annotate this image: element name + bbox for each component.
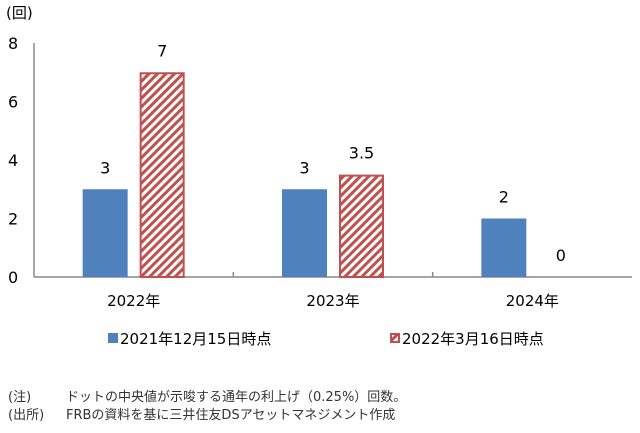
data-label: 3 (100, 158, 110, 177)
footnote: (注) ドットの中央値が示唆する通年の利上げ（0.25%）回数。 (8, 386, 406, 405)
bar-chart: (回) 0 2 4 6 8 2022年 2023年 2024年 3 3 2 7 3.5 0 2021年1… (6, 4, 632, 348)
bar-series-2 (339, 174, 384, 278)
footnote-text: ドットの中央値が示唆する通年の利上げ（0.25%）回数。 (66, 390, 407, 405)
y-tick-label: 6 (8, 93, 18, 112)
x-tick-label: 2023年 (306, 292, 359, 310)
bar-series-2 (139, 72, 185, 278)
data-label: 7 (157, 41, 167, 60)
data-label: 3.5 (349, 144, 374, 163)
legend-swatch (108, 333, 118, 343)
bar-series-1 (82, 189, 128, 277)
y-tick-label: 0 (8, 268, 18, 287)
footnote-label: (注) (8, 390, 32, 405)
legend-swatch (390, 333, 400, 343)
y-unit-label: (回) (6, 4, 33, 22)
y-tick-label: 4 (8, 151, 18, 170)
y-tick-label: 8 (8, 34, 18, 53)
bar-series-1 (282, 189, 327, 277)
data-label: 2 (499, 188, 509, 207)
data-label: 0 (556, 246, 566, 265)
bar-series-1 (481, 218, 527, 277)
y-tick-label: 2 (8, 210, 18, 229)
source-note: (出所) FRBの資料を基に三井住友DSアセットマネジメント作成 (8, 404, 395, 423)
x-tick-label: 2024年 (506, 292, 559, 310)
source-label: (出所) (8, 408, 45, 423)
legend-label: 2022年3月16日時点 (402, 330, 544, 348)
source-text: FRBの資料を基に三井住友DSアセットマネジメント作成 (66, 408, 396, 423)
x-tick-label: 2022年 (107, 292, 160, 310)
legend-label: 2021年12月15日時点 (120, 330, 271, 348)
data-label: 3 (299, 158, 309, 177)
